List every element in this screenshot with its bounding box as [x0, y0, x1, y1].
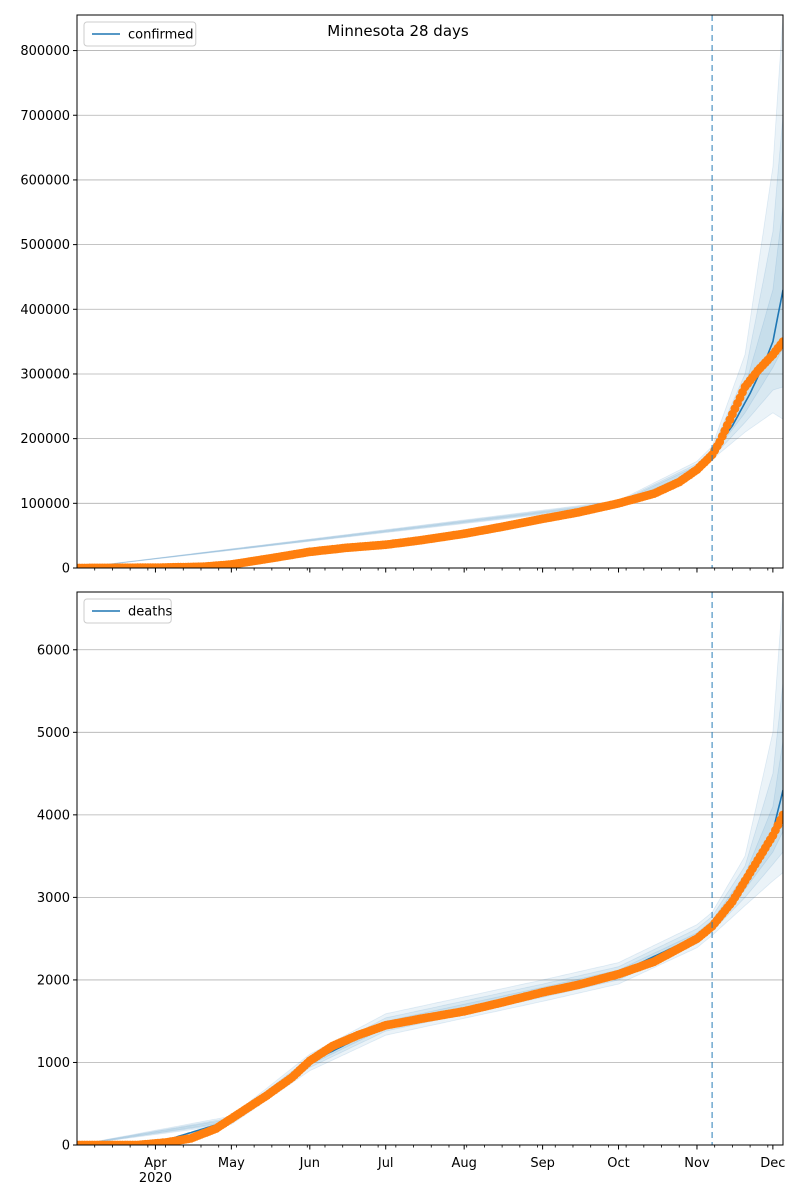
y-tick-label: 500000 — [20, 238, 70, 253]
uncertainty-band — [77, 205, 783, 568]
x-tick-label: Jul — [377, 1156, 394, 1171]
observed-point — [778, 337, 783, 346]
y-tick-label: 800000 — [20, 44, 70, 59]
y-tick-label: 4000 — [37, 808, 70, 823]
legend-label: deaths — [128, 605, 173, 620]
confirmed-panel: 0 100000 200000 300000 400000 500000 600000 700… — [20, 14, 784, 577]
plot-area — [77, 15, 783, 568]
legend-box — [83, 21, 197, 47]
y-tick-label: 2000 — [37, 973, 70, 988]
axes-frame — [76, 14, 784, 569]
plot-area — [77, 592, 783, 1145]
observed-point — [778, 810, 783, 820]
y-tick-label: 5000 — [37, 726, 70, 741]
y-tick-label: 1000 — [37, 1056, 70, 1071]
y-tick-label: 0 — [62, 1139, 70, 1154]
y-tick-label: 400000 — [20, 303, 70, 318]
x-tick-label: Dec — [760, 1156, 785, 1171]
y-tick-label: 3000 — [37, 891, 70, 906]
y-tick-label: 0 — [62, 562, 70, 577]
legend-label: confirmed — [128, 28, 194, 43]
y-tick-label: 6000 — [37, 643, 70, 658]
x-tick-label: Jun — [299, 1156, 320, 1171]
y-tick-label: 600000 — [20, 173, 70, 188]
y-tick-label: 300000 — [20, 367, 70, 382]
x-tick-label: Oct — [607, 1156, 629, 1171]
x-tick-label: Apr — [144, 1156, 167, 1171]
deaths-panel: 0 1000 2000 3000 4000 5000 6000 deaths — [37, 591, 784, 1154]
uncertainty-band — [77, 592, 783, 1145]
x-tick-label: Sep — [530, 1156, 555, 1171]
x-tick-label: Nov — [684, 1156, 710, 1171]
x-tick-label: May — [218, 1156, 245, 1171]
y-tick-label: 100000 — [20, 497, 70, 512]
y-tick-label: 700000 — [20, 109, 70, 124]
uncertainty-band — [77, 115, 783, 568]
legend-box — [83, 598, 172, 624]
axes-frame — [76, 591, 784, 1146]
chart-title: Minnesota 28 days — [327, 22, 469, 40]
legend: confirmed — [83, 21, 197, 47]
x-tick-label: Aug — [451, 1156, 476, 1171]
y-tick-label: 200000 — [20, 432, 70, 447]
legend: deaths — [83, 598, 173, 624]
x-tick-sublabel: 2020 — [139, 1171, 172, 1186]
uncertainty-band — [77, 15, 783, 568]
